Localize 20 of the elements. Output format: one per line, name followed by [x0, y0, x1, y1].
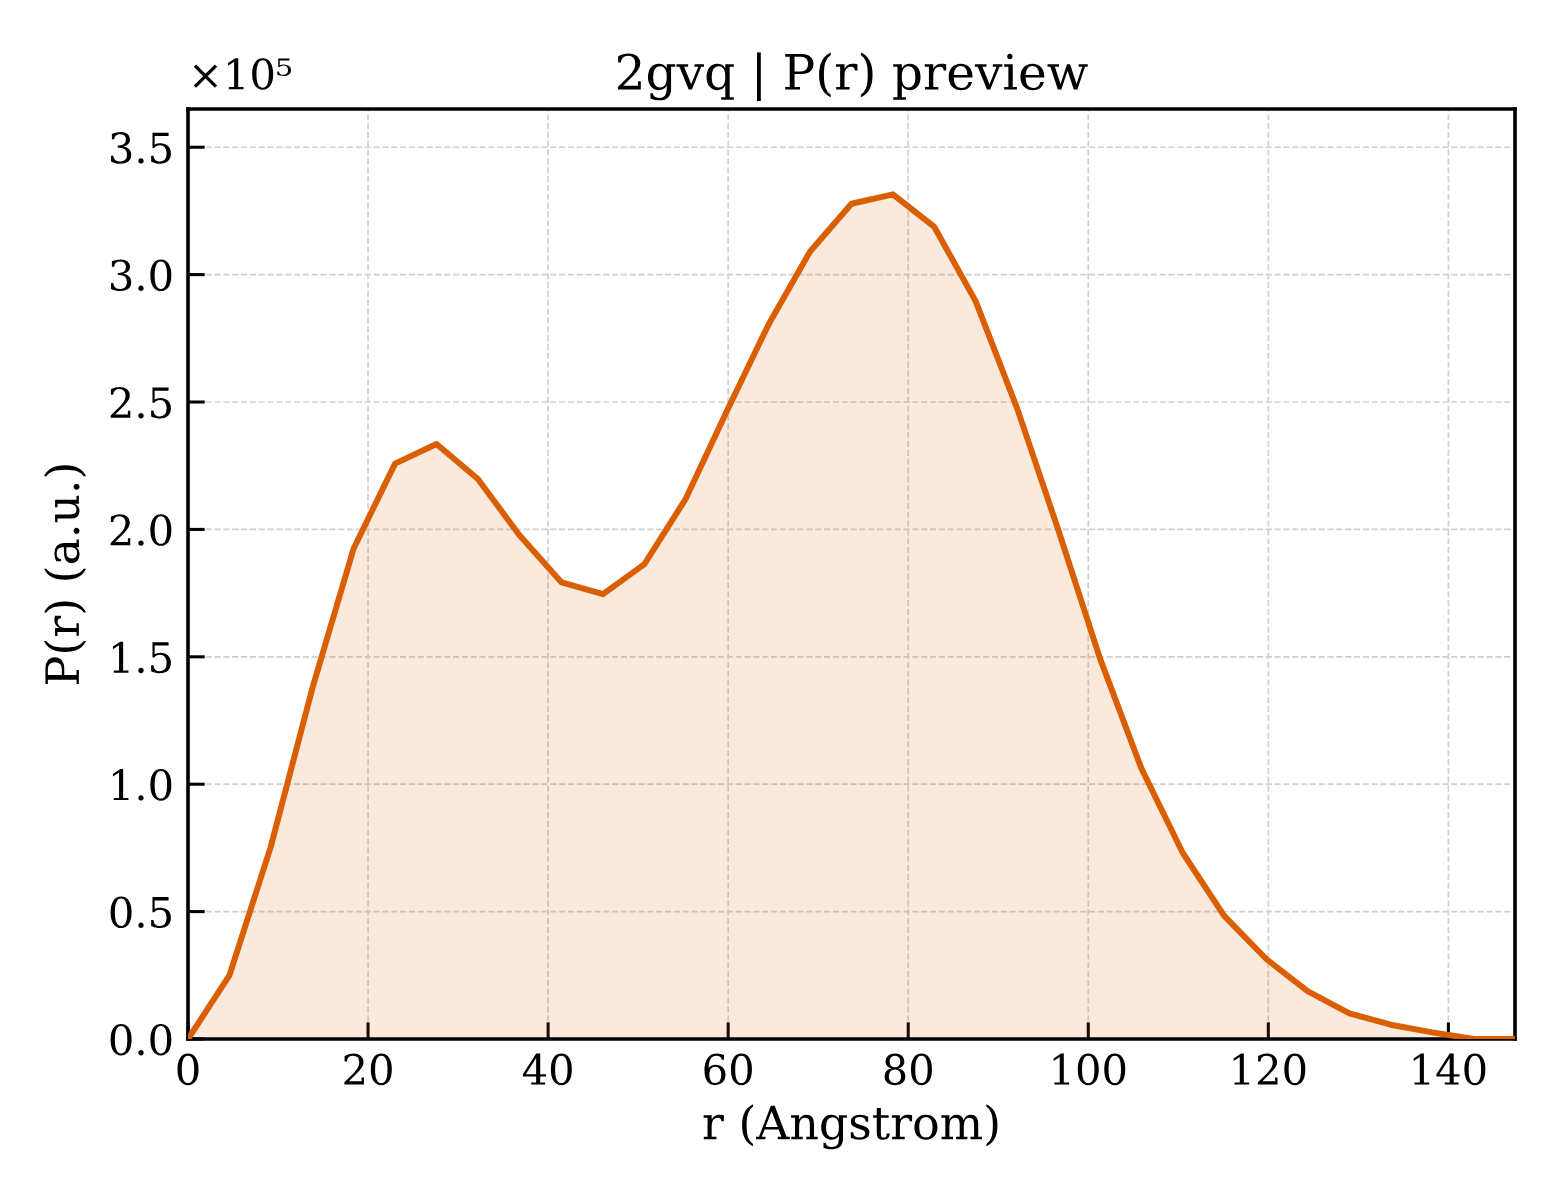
x-tick-label: 0 — [177, 1053, 199, 1086]
y-tick-label: 1.5 — [112, 641, 171, 674]
y-tick-label: 0.0 — [110, 1023, 172, 1056]
y-axis-title: P(r) (a.u.) — [44, 465, 87, 684]
y-tick-label: 2.5 — [110, 386, 171, 419]
y-tick-label: 2.0 — [110, 514, 172, 546]
x-tick-label: 80 — [884, 1053, 932, 1086]
y-tick-label: 0.5 — [110, 896, 171, 929]
x-tick-label: 140 — [1413, 1053, 1486, 1086]
x-tick-label: 40 — [522, 1053, 572, 1086]
x-tick-label: 20 — [344, 1053, 392, 1086]
text: ×10⁵ — [193, 58, 292, 90]
y-tick-label: 3.5 — [111, 132, 171, 164]
y-tick-label: 1.0 — [112, 769, 172, 801]
x-axis-title: r (Angstrom) — [703, 1104, 998, 1150]
x-tick-label: 100 — [1053, 1053, 1126, 1086]
y-tick-label: 3.0 — [111, 259, 172, 292]
x-tick-label: 60 — [704, 1053, 752, 1086]
chart-title: 2gvq | P(r) preview — [617, 52, 1088, 102]
x-tick-label: 120 — [1233, 1053, 1306, 1086]
